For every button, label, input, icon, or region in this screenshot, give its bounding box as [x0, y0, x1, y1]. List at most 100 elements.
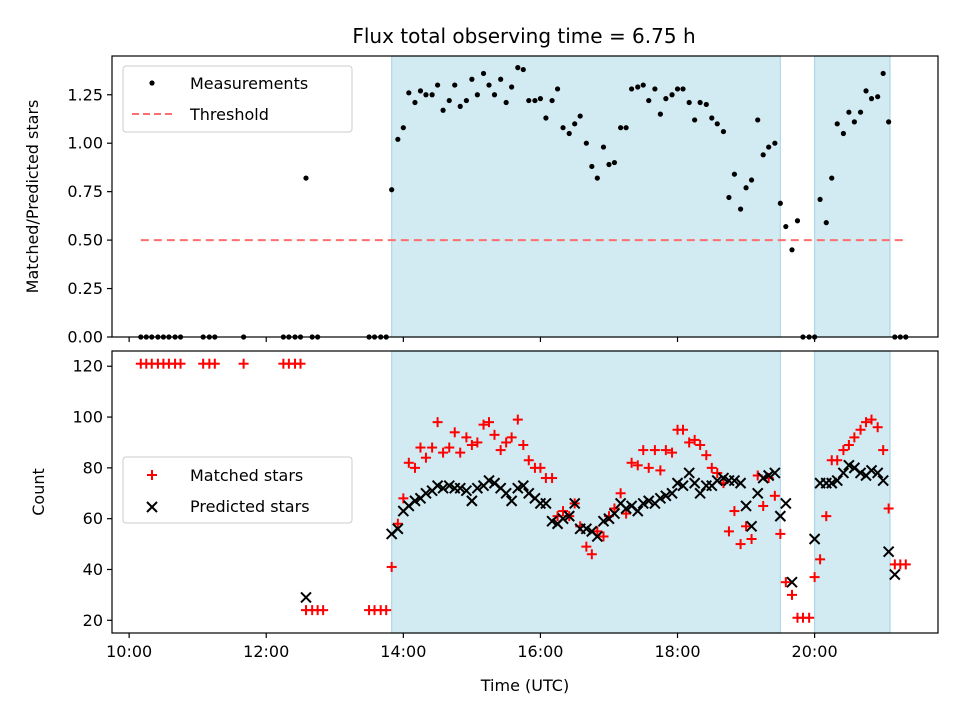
predicted-star-point — [437, 482, 449, 494]
measurement-point — [669, 92, 675, 98]
matched-star-point — [689, 434, 700, 445]
bottom-y-ticks: 20 40 60 80 100 120 — [72, 357, 112, 630]
bottom-legend-box — [122, 456, 353, 524]
measurement-point — [640, 82, 646, 88]
predicted-star-point — [745, 520, 758, 533]
matched-star-point — [415, 442, 426, 453]
matched-star-point — [723, 526, 734, 537]
y-tick-label: 0.50 — [67, 231, 103, 250]
measurement-point — [635, 84, 641, 90]
predicted-star-point — [871, 467, 884, 479]
measurement-point — [737, 206, 744, 212]
x-tick-label: 14:00 — [380, 642, 426, 661]
measurement-point — [743, 185, 749, 191]
x-tick-label: 18:00 — [654, 642, 700, 661]
matched-star-point — [712, 467, 723, 478]
measurement-point — [400, 125, 406, 131]
matched-star-point — [878, 445, 889, 456]
measurement-point — [697, 99, 703, 106]
measurement-point — [463, 97, 469, 104]
predicted-star-point — [780, 497, 792, 510]
bottom-axes-frame — [111, 350, 939, 634]
matched-star-point — [655, 465, 666, 476]
measurement-point — [868, 96, 875, 102]
measurement-point — [829, 175, 835, 181]
top-axes-frame — [111, 55, 939, 338]
measurement-point — [515, 65, 521, 71]
predicted-star-point — [786, 576, 798, 588]
matched-star-point — [706, 462, 717, 473]
matched-star-point — [409, 462, 420, 473]
measurement-point — [435, 82, 441, 88]
matched-star-point — [632, 460, 643, 471]
bottom-y-axis-label: Count — [29, 468, 48, 516]
x-axis-label: Time (UTC) — [480, 676, 569, 695]
y-tick-label: 40 — [83, 560, 103, 579]
y-tick-label: 100 — [72, 408, 103, 427]
matched-star-point — [495, 445, 506, 456]
predicted-star-point — [865, 464, 878, 477]
predicted-star-point — [660, 490, 672, 502]
matched-star-point — [455, 447, 466, 458]
matched-star-point — [832, 455, 843, 466]
matched-star-point — [472, 437, 483, 448]
matched-star-point — [866, 414, 877, 425]
y-tick-label: 60 — [83, 509, 103, 528]
matched-star-point — [386, 561, 397, 572]
predicted-star-point — [557, 512, 569, 525]
predicted-stars-series — [300, 459, 901, 604]
measurement-point — [657, 111, 663, 117]
matched-star-point — [809, 572, 820, 583]
measurement-point — [303, 175, 309, 181]
measurement-point — [486, 82, 492, 88]
predicted-star-point — [728, 474, 741, 487]
matched-star-point — [626, 457, 637, 468]
matched-star-point — [592, 526, 603, 537]
measurement-point — [720, 128, 727, 135]
measurement-point — [628, 86, 635, 92]
predicted-star-point — [466, 495, 478, 507]
measurement-point — [652, 86, 658, 92]
matched-star-point — [461, 432, 472, 443]
matched-star-point — [518, 440, 529, 450]
predicted-star-point — [540, 497, 552, 510]
predicted-star-point — [460, 485, 473, 497]
legend-predicted-marker — [146, 501, 158, 513]
bottom-legend: Matched stars Predicted stars — [122, 456, 353, 524]
measurement-point — [440, 107, 446, 113]
matched-star-point — [780, 577, 791, 588]
measurement-point — [777, 200, 783, 206]
predicted-star-point — [632, 505, 644, 517]
matched-star-point — [678, 424, 689, 435]
matched-star-point — [684, 437, 695, 448]
measurement-point — [851, 119, 857, 125]
measurement-point — [554, 86, 561, 92]
matched-star-point — [547, 473, 558, 484]
matched-star-point — [466, 440, 477, 450]
observing-window-1 — [391, 55, 781, 338]
predicted-star-point — [471, 482, 484, 494]
predicted-star-point — [734, 477, 747, 489]
measurement-point — [772, 140, 778, 146]
predicted-star-point — [677, 479, 689, 492]
legend-matched-marker — [147, 470, 157, 480]
predicted-star-point — [882, 545, 895, 558]
measurement-point — [566, 130, 572, 137]
x-tick-label: 20:00 — [792, 642, 838, 661]
top-y-ticks: 0.00 0.25 0.50 0.75 1.00 1.25 — [67, 85, 112, 347]
measurement-point — [783, 223, 789, 230]
top-legend: Measurements Threshold — [122, 65, 353, 133]
matched-star-point — [701, 450, 712, 461]
matched-star-point — [855, 424, 866, 435]
measurement-point — [543, 115, 549, 121]
matched-star-point — [489, 429, 500, 440]
measurement-point — [817, 196, 823, 203]
measurement-point — [834, 121, 840, 127]
matched-star-point — [501, 437, 512, 448]
matched-star-point — [444, 442, 455, 453]
measurement-point — [389, 187, 395, 193]
measurement-point — [748, 177, 755, 183]
measurement-point — [480, 70, 487, 77]
matched-star-point — [523, 455, 534, 466]
